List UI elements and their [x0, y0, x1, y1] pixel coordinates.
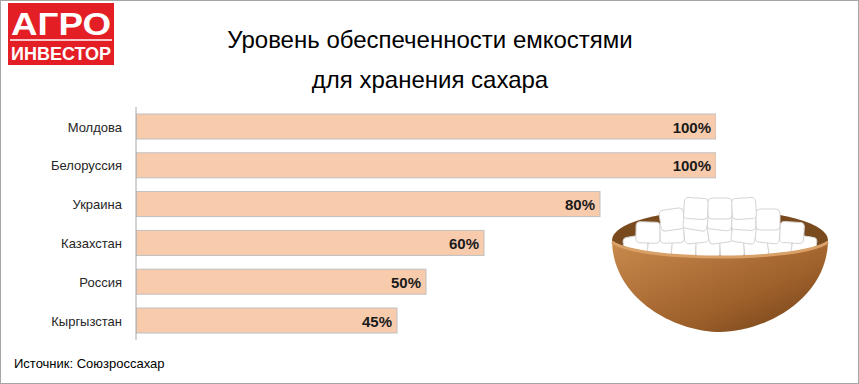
sugar-bowl: [612, 197, 828, 332]
data-label: 50%: [391, 274, 421, 291]
chart-svg: АГРОИНВЕСТОР Уровень обеспеченности емкос…: [0, 0, 859, 384]
bar: [136, 308, 397, 333]
sugar-cube: [708, 198, 732, 219]
logo-text: ИНВЕСТОР: [11, 43, 111, 64]
category-label: Казахстан: [61, 236, 122, 251]
sugar-cube: [779, 221, 804, 243]
bar: [136, 114, 716, 139]
title: Уровень обеспеченности емкостями: [227, 26, 632, 53]
subtitle: для хранения сахара: [312, 66, 549, 93]
category-label: Россия: [79, 275, 122, 290]
bar: [136, 192, 600, 217]
data-label: 100%: [673, 157, 711, 174]
source-note: Источник: Союзроссахар: [14, 356, 165, 371]
bar: [136, 153, 716, 178]
category-label: Молдова: [68, 120, 123, 135]
sugar-cube: [636, 222, 660, 243]
bar: [136, 269, 426, 294]
data-label: 80%: [565, 196, 595, 213]
chart-container: АГРОИНВЕСТОР Уровень обеспеченности емкос…: [0, 0, 859, 384]
sugar-cube: [683, 197, 708, 219]
bar: [136, 230, 484, 255]
data-label: 100%: [673, 119, 711, 136]
sugar-cube: [756, 209, 780, 230]
logo-background: [8, 3, 114, 65]
data-label: 60%: [449, 235, 479, 252]
logo: АГРОИНВЕСТОР: [8, 3, 114, 65]
axis-line: [136, 107, 137, 340]
logo-text: АГРО: [11, 6, 111, 42]
bowl-body: [612, 242, 828, 332]
data-label: 45%: [362, 313, 392, 330]
frame: [1, 1, 859, 384]
sugar-cube: [659, 207, 686, 231]
sugar-cube: [731, 197, 756, 219]
category-label: Белоруссия: [51, 158, 122, 173]
category-label: Кыргызстан: [51, 314, 122, 329]
bowl-rim: [612, 242, 828, 257]
bars: [136, 114, 716, 333]
category-label: Украина: [73, 197, 123, 212]
